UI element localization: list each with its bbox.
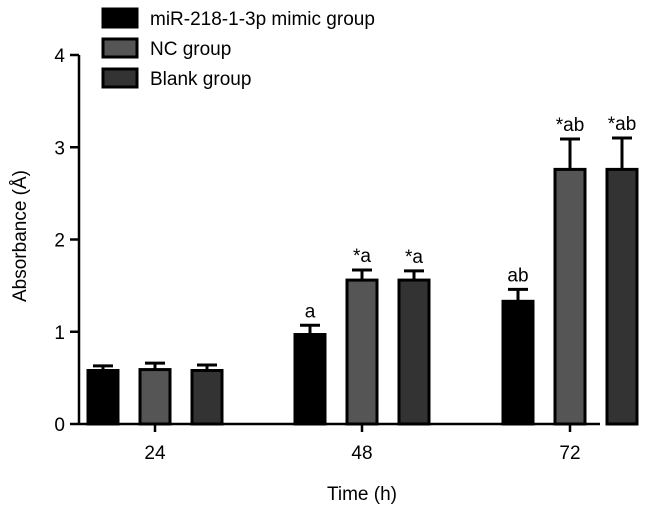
bar bbox=[345, 278, 379, 426]
x-tick-label: 24 bbox=[144, 443, 166, 464]
legend-swatch bbox=[101, 37, 139, 59]
significance-label: a bbox=[305, 301, 316, 322]
legend-swatch bbox=[101, 67, 139, 89]
x-axis: 24 48 72 bbox=[79, 422, 600, 464]
bar bbox=[397, 278, 431, 426]
x-tick-label: 72 bbox=[559, 443, 580, 464]
y-tick-label: 4 bbox=[54, 46, 65, 67]
y-tick-label: 2 bbox=[54, 231, 65, 252]
y-tick-label: 1 bbox=[54, 323, 65, 344]
significance-label: ab bbox=[507, 265, 528, 286]
legend: miR-218-1-3p mimic group NC group Blank gr… bbox=[101, 7, 375, 90]
significance-label: *ab bbox=[608, 114, 637, 135]
y-axis: 0 1 2 3 4 bbox=[54, 46, 81, 436]
significance-label: *a bbox=[353, 246, 371, 267]
y-tick-label: 0 bbox=[54, 415, 65, 436]
legend-label: miR-218-1-3p mimic group bbox=[150, 9, 375, 30]
bar bbox=[138, 368, 172, 426]
bar bbox=[501, 299, 535, 426]
legend-label: NC group bbox=[150, 39, 231, 60]
significance-label: *a bbox=[405, 247, 423, 268]
bars: a *a *a ab *ab *ab bbox=[86, 114, 639, 426]
bar bbox=[86, 368, 120, 426]
x-tick-label: 48 bbox=[351, 443, 372, 464]
bar bbox=[190, 368, 224, 426]
legend-swatch bbox=[101, 7, 139, 29]
y-axis-title: Absorbance (Å) bbox=[10, 170, 31, 302]
bar bbox=[605, 167, 639, 426]
legend-label: Blank group bbox=[150, 69, 251, 90]
y-tick-label: 3 bbox=[54, 138, 65, 159]
significance-label: *ab bbox=[556, 115, 585, 136]
bar bbox=[553, 167, 587, 426]
x-axis-title: Time (h) bbox=[327, 484, 397, 505]
bar bbox=[293, 333, 327, 426]
